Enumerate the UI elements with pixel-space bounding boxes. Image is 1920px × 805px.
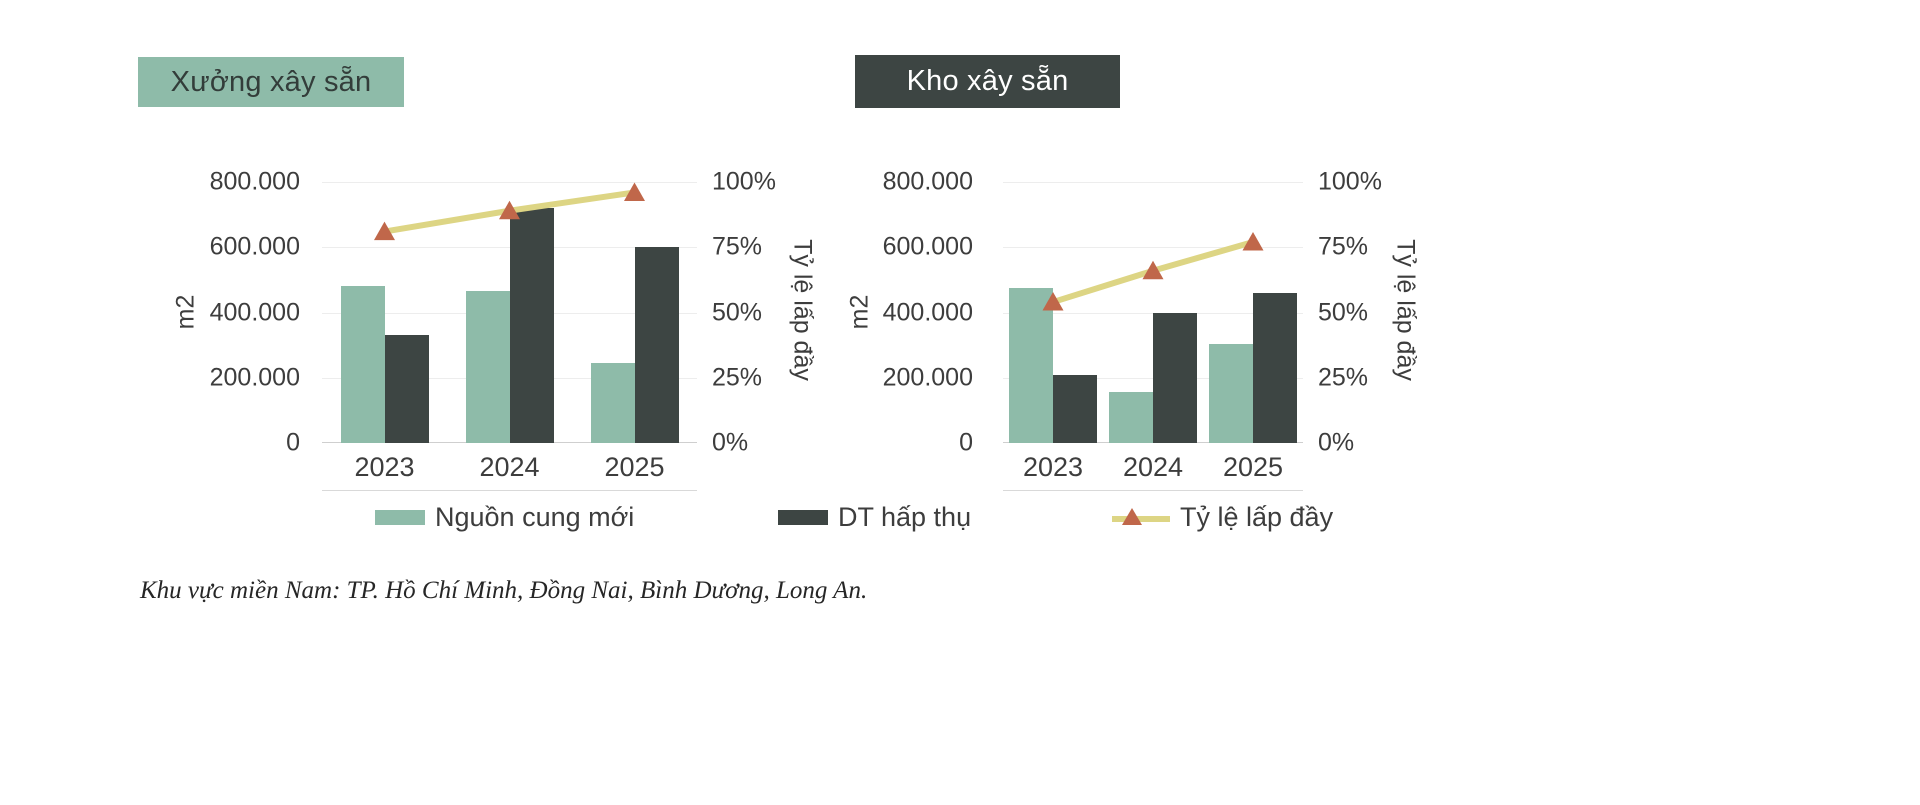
new_supply-bar bbox=[1109, 392, 1153, 443]
region-footnote: Khu vực miền Nam: TP. Hồ Chí Minh, Đồng … bbox=[140, 577, 868, 604]
new_supply-bar bbox=[1209, 343, 1253, 443]
right-axis-tick: 100% bbox=[712, 167, 776, 196]
right-axis-tick: 50% bbox=[1318, 298, 1369, 326]
bar-group-2025 bbox=[1209, 182, 1297, 443]
left-axis-tick: 800.000 bbox=[209, 167, 300, 196]
x-axis-label-2023: 2023 bbox=[354, 452, 415, 482]
left-axis-tick: 0 bbox=[286, 428, 300, 457]
legend-label-new-supply: Nguồn cung mới bbox=[435, 502, 635, 532]
x-axis-label-2024: 2024 bbox=[479, 452, 540, 482]
new_supply-bar bbox=[1009, 288, 1053, 443]
right-axis-tick: 0% bbox=[1318, 428, 1355, 457]
occupancy-marker bbox=[624, 182, 645, 201]
factory-title-badge: Xưởng xây sẵn bbox=[138, 57, 404, 107]
legend-item-occupancy: Tỷ lệ lấp đầy bbox=[1112, 502, 1333, 533]
right-axis-tick: 75% bbox=[712, 232, 763, 261]
bar-group-2023 bbox=[1009, 182, 1097, 443]
occupancy-triangle-icon bbox=[1122, 507, 1142, 525]
factory-left-axis-title: m2 bbox=[171, 294, 200, 330]
legend-label-occupancy: Tỷ lệ lấp đầy bbox=[1180, 502, 1334, 532]
bar-group-2024 bbox=[1109, 182, 1197, 443]
warehouse-left-axis-ticks: 800.000 600.000 400.000 200.000 0 bbox=[873, 168, 973, 457]
legend-label-absorption: DT hấp thụ bbox=[838, 502, 972, 532]
gridline bbox=[1003, 182, 1303, 183]
absorption-bar bbox=[1053, 374, 1097, 443]
left-axis-tick: 600.000 bbox=[882, 232, 973, 261]
occupancy-marker bbox=[1142, 260, 1164, 280]
plot-area bbox=[322, 182, 697, 443]
new_supply-bar bbox=[590, 363, 635, 443]
factory-left-axis-ticks: 800.000 600.000 400.000 200.000 0 bbox=[200, 168, 300, 457]
absorption-swatch bbox=[778, 510, 828, 525]
x-axis-label-2025: 2025 bbox=[604, 452, 665, 482]
left-axis-tick: 600.000 bbox=[209, 232, 300, 261]
occupancy-marker bbox=[374, 221, 395, 241]
warehouse-right-axis-ticks: 100% 75% 50% 25% 0% bbox=[1318, 168, 1408, 457]
factory-right-axis-title: Tỷ lệ lấp đầy bbox=[788, 239, 817, 381]
occupancy-marker bbox=[1242, 232, 1264, 251]
bars bbox=[322, 182, 697, 443]
legend-item-absorption: DT hấp thụ bbox=[778, 502, 971, 533]
plot-area bbox=[1003, 182, 1303, 443]
right-axis-tick: 25% bbox=[1318, 363, 1369, 392]
right-axis-tick: 50% bbox=[712, 298, 763, 326]
x-axis-label-2024: 2024 bbox=[1122, 452, 1184, 482]
occupancy-swatch bbox=[1112, 507, 1170, 529]
bar-group-2024 bbox=[465, 182, 554, 443]
warehouse-title-badge: Kho xây sẵn bbox=[855, 55, 1120, 108]
legend-item-new-supply: Nguồn cung mới bbox=[375, 502, 634, 533]
new-supply-swatch bbox=[375, 510, 425, 525]
absorption-bar bbox=[384, 335, 429, 443]
factory-x-axis-labels: 2023 2024 2025 bbox=[322, 452, 697, 491]
occupancy-marker bbox=[499, 200, 520, 220]
occupancy-line-chart bbox=[374, 182, 645, 241]
warehouse-left-axis-title: m2 bbox=[845, 294, 874, 330]
new_supply-bar bbox=[465, 291, 510, 443]
left-axis-tick: 0 bbox=[959, 428, 973, 457]
right-axis-tick: 0% bbox=[712, 428, 749, 457]
gridline bbox=[322, 182, 697, 183]
absorption-bar bbox=[1253, 292, 1297, 443]
absorption-bar bbox=[1153, 312, 1197, 443]
gridline bbox=[1003, 247, 1303, 249]
bar-group-2025 bbox=[590, 182, 679, 443]
bar-group-2023 bbox=[340, 182, 429, 443]
left-axis-tick: 400.000 bbox=[209, 298, 300, 326]
left-axis-tick: 200.000 bbox=[882, 363, 973, 392]
occupancy-marker bbox=[1042, 292, 1064, 311]
occupancy-line-chart bbox=[1042, 232, 1264, 311]
warehouse-x-axis-labels: 2023 2024 2025 bbox=[1003, 452, 1303, 491]
left-axis-tick: 400.000 bbox=[882, 298, 973, 326]
right-axis-tick: 75% bbox=[1318, 232, 1369, 261]
x-axis-label-2023: 2023 bbox=[1022, 452, 1084, 482]
factory-right-axis-ticks: 100% 75% 50% 25% 0% bbox=[712, 168, 802, 457]
new_supply-bar bbox=[340, 286, 385, 443]
warehouse-right-axis-title: Tỷ lệ lấp đầy bbox=[1391, 239, 1420, 381]
absorption-bar bbox=[634, 247, 679, 443]
x-axis-label-2025: 2025 bbox=[1222, 452, 1284, 482]
right-axis-tick: 25% bbox=[712, 363, 763, 392]
absorption-bar bbox=[509, 208, 554, 443]
bars bbox=[1003, 182, 1303, 443]
left-axis-tick: 800.000 bbox=[882, 167, 973, 196]
left-axis-tick: 200.000 bbox=[209, 363, 300, 392]
right-axis-tick: 100% bbox=[1318, 167, 1382, 196]
